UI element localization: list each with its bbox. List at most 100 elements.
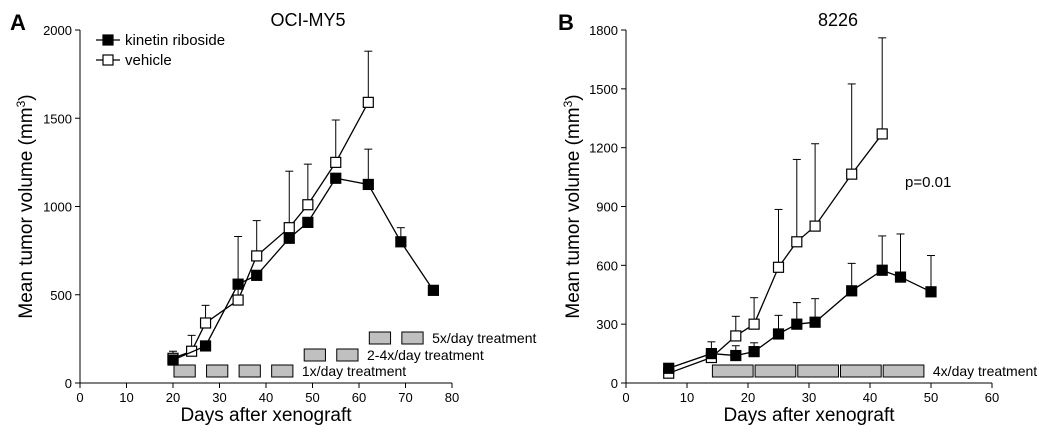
x-tick-label: 60 xyxy=(985,390,999,405)
y-tick-label: 1800 xyxy=(589,23,618,38)
data-point xyxy=(302,199,314,211)
x-tick-label: 40 xyxy=(863,390,877,405)
vehicle-series xyxy=(167,50,374,364)
x-tick-label: 0 xyxy=(622,390,629,405)
data-point xyxy=(283,232,295,244)
x-tick-label: 80 xyxy=(445,390,459,405)
data-point xyxy=(232,278,244,290)
treatment-bar xyxy=(206,364,229,378)
data-point xyxy=(330,172,342,184)
y-axis-label: Mean tumor volume (mm3) xyxy=(561,94,584,318)
x-tick-label: 10 xyxy=(680,390,694,405)
data-point xyxy=(663,362,675,374)
x-tick-label: 10 xyxy=(119,390,133,405)
y-tick-label: 0 xyxy=(611,376,618,391)
treatment-bar xyxy=(882,364,925,378)
kinetin-series xyxy=(167,148,439,366)
data-point xyxy=(283,222,295,234)
treatment-bar xyxy=(303,348,326,362)
x-tick-label: 20 xyxy=(166,390,180,405)
data-point xyxy=(167,354,179,366)
data-point xyxy=(395,236,407,248)
legend-marker-filled xyxy=(102,34,114,46)
x-tick-label: 50 xyxy=(305,390,319,405)
treatment-label: 1x/day treatment xyxy=(302,363,406,379)
x-tick-label: 50 xyxy=(924,390,938,405)
data-point xyxy=(362,96,374,108)
y-tick-label: 600 xyxy=(596,258,618,273)
x-axis-label: Days after xenograft xyxy=(723,405,895,426)
legend: kinetin riboside vehicle xyxy=(96,32,225,69)
x-tick-label: 20 xyxy=(741,390,755,405)
x-tick-label: 40 xyxy=(259,390,273,405)
y-axis-label: Mean tumor volume (mm3) xyxy=(14,94,37,318)
y-tick-label: 900 xyxy=(596,200,618,215)
treatment-bar xyxy=(797,364,839,378)
data-point xyxy=(302,216,314,228)
treatment-bar xyxy=(173,364,196,378)
legend-marker-open xyxy=(102,54,114,66)
vehicle-series xyxy=(663,37,888,379)
chart-title: 8226 xyxy=(818,10,858,30)
x-tick-label: 70 xyxy=(398,390,412,405)
data-point xyxy=(772,328,785,340)
chart-title: OCI-MY5 xyxy=(270,10,345,30)
data-point xyxy=(894,271,907,283)
data-point xyxy=(730,330,742,342)
treatment-bar xyxy=(711,364,754,378)
data-point xyxy=(362,178,374,191)
y-tick-label: 1500 xyxy=(589,82,618,97)
y-tick-label: 300 xyxy=(596,317,618,332)
data-point xyxy=(251,269,263,281)
y-tick-label: 1000 xyxy=(43,200,72,215)
panel-letter: B xyxy=(558,10,574,35)
data-point xyxy=(748,318,760,330)
y-tick-label: 1200 xyxy=(589,141,618,156)
data-point xyxy=(809,316,821,328)
data-point xyxy=(251,250,263,262)
data-point xyxy=(730,349,742,362)
y-tick-label: 2000 xyxy=(43,23,72,38)
legend-label: kinetin riboside xyxy=(125,32,225,49)
data-point xyxy=(199,317,212,329)
data-point xyxy=(846,168,858,180)
data-point xyxy=(232,294,244,306)
treatment-bar xyxy=(754,364,797,378)
y-tick-label: 1500 xyxy=(43,111,72,126)
data-point xyxy=(186,345,198,357)
treatment-bar xyxy=(840,364,882,378)
x-tick-label: 0 xyxy=(76,390,83,405)
treatment-label: 4x/day treatment xyxy=(933,363,1037,379)
data-point xyxy=(427,284,439,296)
series-line xyxy=(172,177,434,361)
data-point xyxy=(748,346,760,358)
data-point xyxy=(705,347,718,360)
data-point xyxy=(876,128,888,140)
kinetin-series xyxy=(663,233,937,374)
treatment-label: 5x/day treatment xyxy=(432,330,536,346)
treatment-bar xyxy=(238,364,261,378)
treatment-bar xyxy=(368,331,392,345)
treatment-bar xyxy=(336,348,359,362)
x-tick-label: 30 xyxy=(802,390,816,405)
data-point xyxy=(199,340,212,352)
treatment-bar xyxy=(401,331,424,345)
x-tick-label: 60 xyxy=(352,390,366,405)
data-point xyxy=(925,286,937,298)
y-tick-label: 500 xyxy=(50,288,72,303)
x-axis-label: Days after xenograft xyxy=(180,405,352,426)
data-point xyxy=(791,318,803,330)
panel-letter: A xyxy=(10,10,26,35)
y-tick-label: 0 xyxy=(65,376,72,391)
chart-panel-a: A OCI-MY5 0 10 20 30 40 50 60 70 80 0 500 1000 1500 200… xyxy=(10,10,536,426)
p-value-annotation: p=0.01 xyxy=(905,174,951,191)
data-point xyxy=(772,261,785,273)
legend-label: vehicle xyxy=(125,52,172,69)
data-point xyxy=(809,220,821,232)
x-tick-label: 30 xyxy=(212,390,226,405)
data-point xyxy=(330,156,342,168)
treatment-label: 2-4x/day treatment xyxy=(367,347,484,363)
data-point xyxy=(876,264,888,276)
